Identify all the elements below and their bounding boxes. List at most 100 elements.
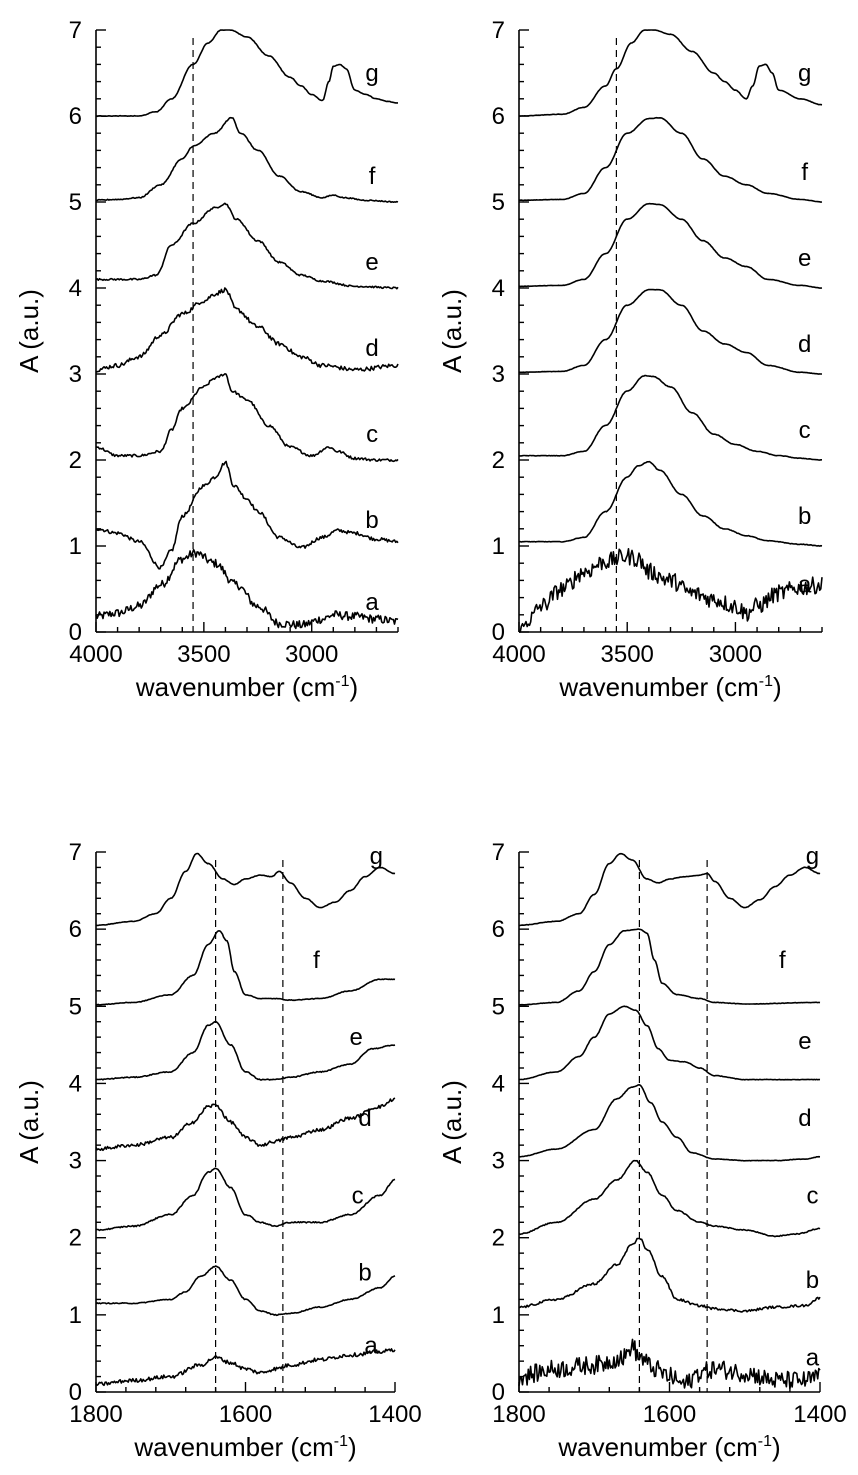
y-tick-label: 0 [69, 1379, 82, 1406]
curve-label-a: a [365, 589, 379, 616]
y-tick-label: 6 [492, 916, 505, 943]
x-axis-title-main: wavenumber (cm [557, 1432, 757, 1462]
x-tick-label: 1600 [219, 1401, 272, 1428]
curve-label-c: c [806, 1182, 818, 1209]
x-axis-title: wavenumber (cm-1) [558, 672, 781, 702]
series-line-a [518, 1338, 821, 1390]
curve-label-b: b [798, 503, 811, 530]
series-line-c [95, 1167, 396, 1232]
series-line-c [95, 373, 399, 463]
series-line-d [96, 287, 399, 373]
y-tick-label: 5 [492, 189, 505, 216]
curve-label-a: a [806, 1344, 820, 1371]
y-tick-label: 5 [69, 189, 82, 216]
y-tick-label: 3 [69, 361, 82, 388]
y-tick-label: 3 [69, 1148, 82, 1175]
panel-bottom-right: 0 1 2 3 4 5 6 7 1800 1600 1400 a b c d e f g A (a.u.) waven… [437, 839, 847, 1462]
curve-label-e: e [798, 1028, 811, 1055]
series-line-g [95, 29, 398, 118]
curve-label-d: d [798, 1105, 811, 1132]
series-line-c [518, 374, 822, 461]
y-tick-label: 7 [69, 839, 82, 866]
x-tick-label: 4000 [492, 641, 545, 668]
series-line-b [95, 460, 399, 570]
panel-bottom-left: 0 1 2 3 4 5 6 7 1800 1600 1400 a b c d e f g A (a.u.) waven… [14, 839, 422, 1462]
y-tick-label: 7 [69, 17, 82, 44]
y-tick-label: 1 [492, 533, 505, 560]
x-axis-title-sup: -1 [334, 1433, 348, 1450]
curve-label-g: g [806, 843, 819, 870]
series-line-e [518, 1005, 821, 1081]
series-line-d [518, 1084, 821, 1162]
curve-label-g: g [798, 60, 811, 87]
x-tick-label: 1600 [643, 1401, 696, 1428]
series-line-f [518, 928, 821, 1006]
y-tick-label: 1 [69, 1302, 82, 1329]
series-line-d [518, 288, 822, 375]
series-line-a [95, 548, 399, 630]
y-tick-label: 4 [69, 1070, 82, 1097]
series-line-g [519, 29, 823, 117]
curve-label-g: g [365, 60, 378, 87]
y-tick-label: 3 [492, 1148, 505, 1175]
curve-label-a: a [364, 1333, 378, 1360]
series-line-b [518, 460, 823, 547]
x-tick-label: 1400 [793, 1401, 846, 1428]
y-tick-label: 0 [492, 619, 505, 646]
curve-label-e: e [365, 249, 378, 276]
y-tick-label: 1 [492, 1302, 505, 1329]
x-axis-title-sup: -1 [759, 673, 773, 690]
y-tick-label: 4 [69, 275, 82, 302]
x-axis-title-sup: -1 [335, 673, 349, 690]
x-tick-label: 3000 [285, 641, 338, 668]
series-line-e [95, 202, 399, 290]
series-line-f [95, 930, 396, 1006]
x-axis-title: wavenumber (cm-1) [133, 1432, 356, 1462]
y-tick-label: 4 [492, 1070, 505, 1097]
curve-label-d: d [365, 335, 378, 362]
y-tick-label: 6 [492, 103, 505, 130]
y-axis-title: A (a.u.) [14, 1080, 44, 1164]
y-tick-label: 5 [492, 993, 505, 1020]
x-axis-title: wavenumber (cm-1) [135, 672, 358, 702]
y-tick-label: 4 [492, 275, 505, 302]
curve-label-d: d [798, 331, 811, 358]
x-axis-title-close: ) [773, 672, 782, 702]
curve-label-f: f [801, 159, 808, 186]
series-line-a [95, 1348, 396, 1387]
series-line-e [518, 202, 823, 289]
x-tick-label: 3000 [709, 641, 762, 668]
x-axis-title-close: ) [772, 1432, 781, 1462]
series-line-c [518, 1159, 821, 1238]
x-axis-title-main: wavenumber (cm [558, 672, 758, 702]
y-tick-label: 3 [492, 361, 505, 388]
curve-label-e: e [349, 1024, 362, 1051]
series-line-d [95, 1097, 396, 1152]
series-line-e [95, 1020, 396, 1081]
curve-label-c: c [352, 1182, 364, 1209]
curve-label-c: c [799, 417, 811, 444]
y-axis-title: A (a.u.) [437, 1080, 467, 1164]
series-line-f [518, 116, 823, 203]
y-tick-label: 7 [492, 839, 505, 866]
x-axis-title-main: wavenumber (cm [135, 672, 335, 702]
y-tick-label: 6 [69, 916, 82, 943]
y-axis-title: A (a.u.) [437, 289, 467, 373]
x-axis-title: wavenumber (cm-1) [557, 1432, 780, 1462]
series-line-b [95, 1265, 396, 1317]
x-tick-label: 1800 [69, 1401, 122, 1428]
x-axis-title-close: ) [349, 672, 358, 702]
x-tick-label: 1400 [368, 1401, 421, 1428]
curve-label-f: f [779, 947, 786, 974]
y-tick-label: 1 [69, 533, 82, 560]
series-line-g [95, 852, 396, 927]
y-axis-title: A (a.u.) [14, 289, 44, 373]
y-tick-label: 2 [69, 447, 82, 474]
curve-label-c: c [366, 421, 378, 448]
y-tick-label: 7 [492, 17, 505, 44]
curve-label-a: a [798, 572, 812, 599]
y-tick-label: 0 [492, 1379, 505, 1406]
x-tick-label: 1800 [492, 1401, 545, 1428]
series-line-f [95, 116, 399, 204]
